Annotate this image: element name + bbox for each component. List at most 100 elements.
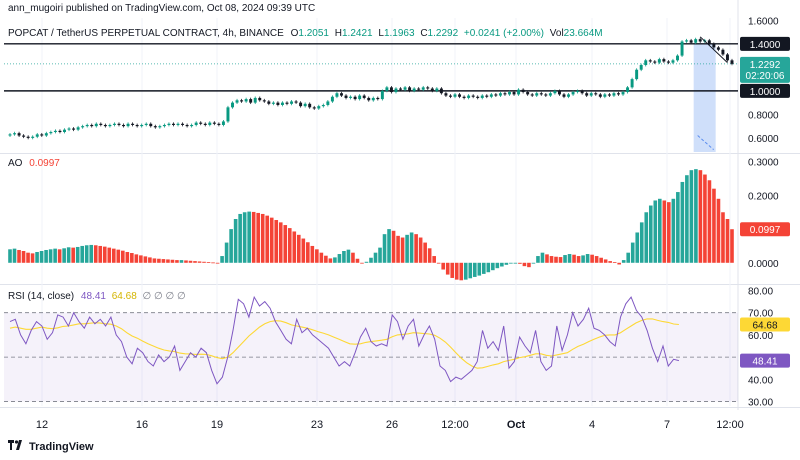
ao-bar[interactable] [278,222,283,263]
candle-body[interactable] [671,60,675,63]
ao-bar[interactable] [296,234,301,263]
ao-bar[interactable] [662,200,667,263]
ao-bar[interactable] [66,247,71,263]
candle-body[interactable] [521,89,525,93]
ao-bar[interactable] [657,198,662,263]
ao-bar[interactable] [554,256,558,263]
ao-bar[interactable] [409,232,414,263]
ao-bar[interactable] [26,252,30,263]
ao-bar[interactable] [635,232,640,263]
ao-bar[interactable] [242,212,247,263]
ao-bar[interactable] [265,215,270,263]
candle-body[interactable] [626,87,630,93]
ao-bar[interactable] [12,248,17,263]
ao-bar[interactable] [405,234,409,263]
ao-bar[interactable] [337,254,342,263]
ao-bar[interactable] [342,251,346,263]
ao-bar[interactable] [698,170,703,263]
candle-body[interactable] [294,101,298,103]
ao-bar[interactable] [107,247,112,263]
ao-bar[interactable] [301,238,306,263]
ao-bar[interactable] [238,213,242,263]
candle-body[interactable] [249,99,253,103]
candle-body[interactable] [435,88,439,91]
ao-bar[interactable] [716,198,721,263]
candle-body[interactable] [330,96,334,102]
ao-bar[interactable] [387,229,391,263]
candle-body[interactable] [666,61,670,63]
ao-bar[interactable] [721,212,725,263]
candle-body[interactable] [508,92,511,95]
ao-bar[interactable] [143,256,148,263]
candle-body[interactable] [308,103,312,108]
candle-body[interactable] [430,88,434,91]
candle-body[interactable] [612,93,616,96]
ao-bar[interactable] [102,246,107,263]
candle-body[interactable] [49,132,53,134]
ao-bar[interactable] [585,254,590,263]
ao-bar[interactable] [730,229,734,263]
candle-body[interactable] [99,123,103,125]
candle-body[interactable] [562,94,566,97]
candle-body[interactable] [617,93,620,95]
ao-bar[interactable] [391,230,396,263]
ao-bar[interactable] [220,256,224,263]
candle-body[interactable] [240,100,244,102]
ao-bar[interactable] [166,259,170,263]
ao-bar[interactable] [93,245,98,263]
ao-bar[interactable] [30,253,35,263]
candle-body[interactable] [476,96,480,98]
ao-bar[interactable] [536,256,540,263]
candle-body[interactable] [135,124,139,127]
candle-body[interactable] [439,88,443,94]
ao-bar[interactable] [256,212,260,263]
ao-bar[interactable] [518,262,522,264]
candle-body[interactable] [67,128,71,130]
ao-bar[interactable] [121,250,125,263]
candle-body[interactable] [512,92,516,95]
candle-body[interactable] [208,122,212,125]
ao-bar[interactable] [80,245,85,263]
ao-bar[interactable] [310,245,315,263]
ao-bar[interactable] [355,258,360,263]
candle-body[interactable] [471,95,475,97]
ao-bar[interactable] [382,234,387,263]
candle-body[interactable] [167,123,171,125]
ao-bar[interactable] [378,247,382,263]
ao-bar[interactable] [509,262,513,264]
level-tag-1000[interactable]: 1.0000 [740,83,790,98]
ao-bar[interactable] [319,252,324,263]
candle-body[interactable] [13,133,17,135]
ao-bar[interactable] [369,257,373,263]
ao-bar[interactable] [639,222,644,263]
ao-bar[interactable] [572,254,576,263]
ao-bar[interactable] [324,255,328,263]
ao-bar[interactable] [287,228,292,263]
candle-body[interactable] [467,95,471,98]
ao-bar[interactable] [139,255,143,263]
candle-body[interactable] [72,128,76,130]
candle-body[interactable] [340,93,343,96]
candle-body[interactable] [253,97,257,103]
candle-body[interactable] [212,122,216,124]
ao-bar[interactable] [197,261,202,263]
rsi-legend[interactable]: RSI (14, close) 48.41 64.68 ∅ ∅ ∅ ∅ [8,291,186,302]
ao-bar[interactable] [581,255,585,263]
ao-bar[interactable] [157,258,161,263]
candle-body[interactable] [380,90,384,100]
candle-body[interactable] [389,87,393,93]
rsi-value-tag[interactable]: 48.41 [740,353,790,368]
candle-body[interactable] [462,96,466,98]
ao-bar[interactable] [495,262,500,269]
ao-bar[interactable] [283,225,288,263]
candle-body[interactable] [458,94,462,97]
ao-bar[interactable] [161,259,166,263]
candle-body[interactable] [403,87,407,90]
ao-bar[interactable] [75,246,80,263]
ao-bar[interactable] [477,262,482,276]
candle-body[interactable] [185,124,189,127]
ao-bar[interactable] [148,257,152,263]
candle-body[interactable] [85,124,89,127]
ao-bar[interactable] [491,262,495,271]
ao-bar[interactable] [84,245,89,263]
